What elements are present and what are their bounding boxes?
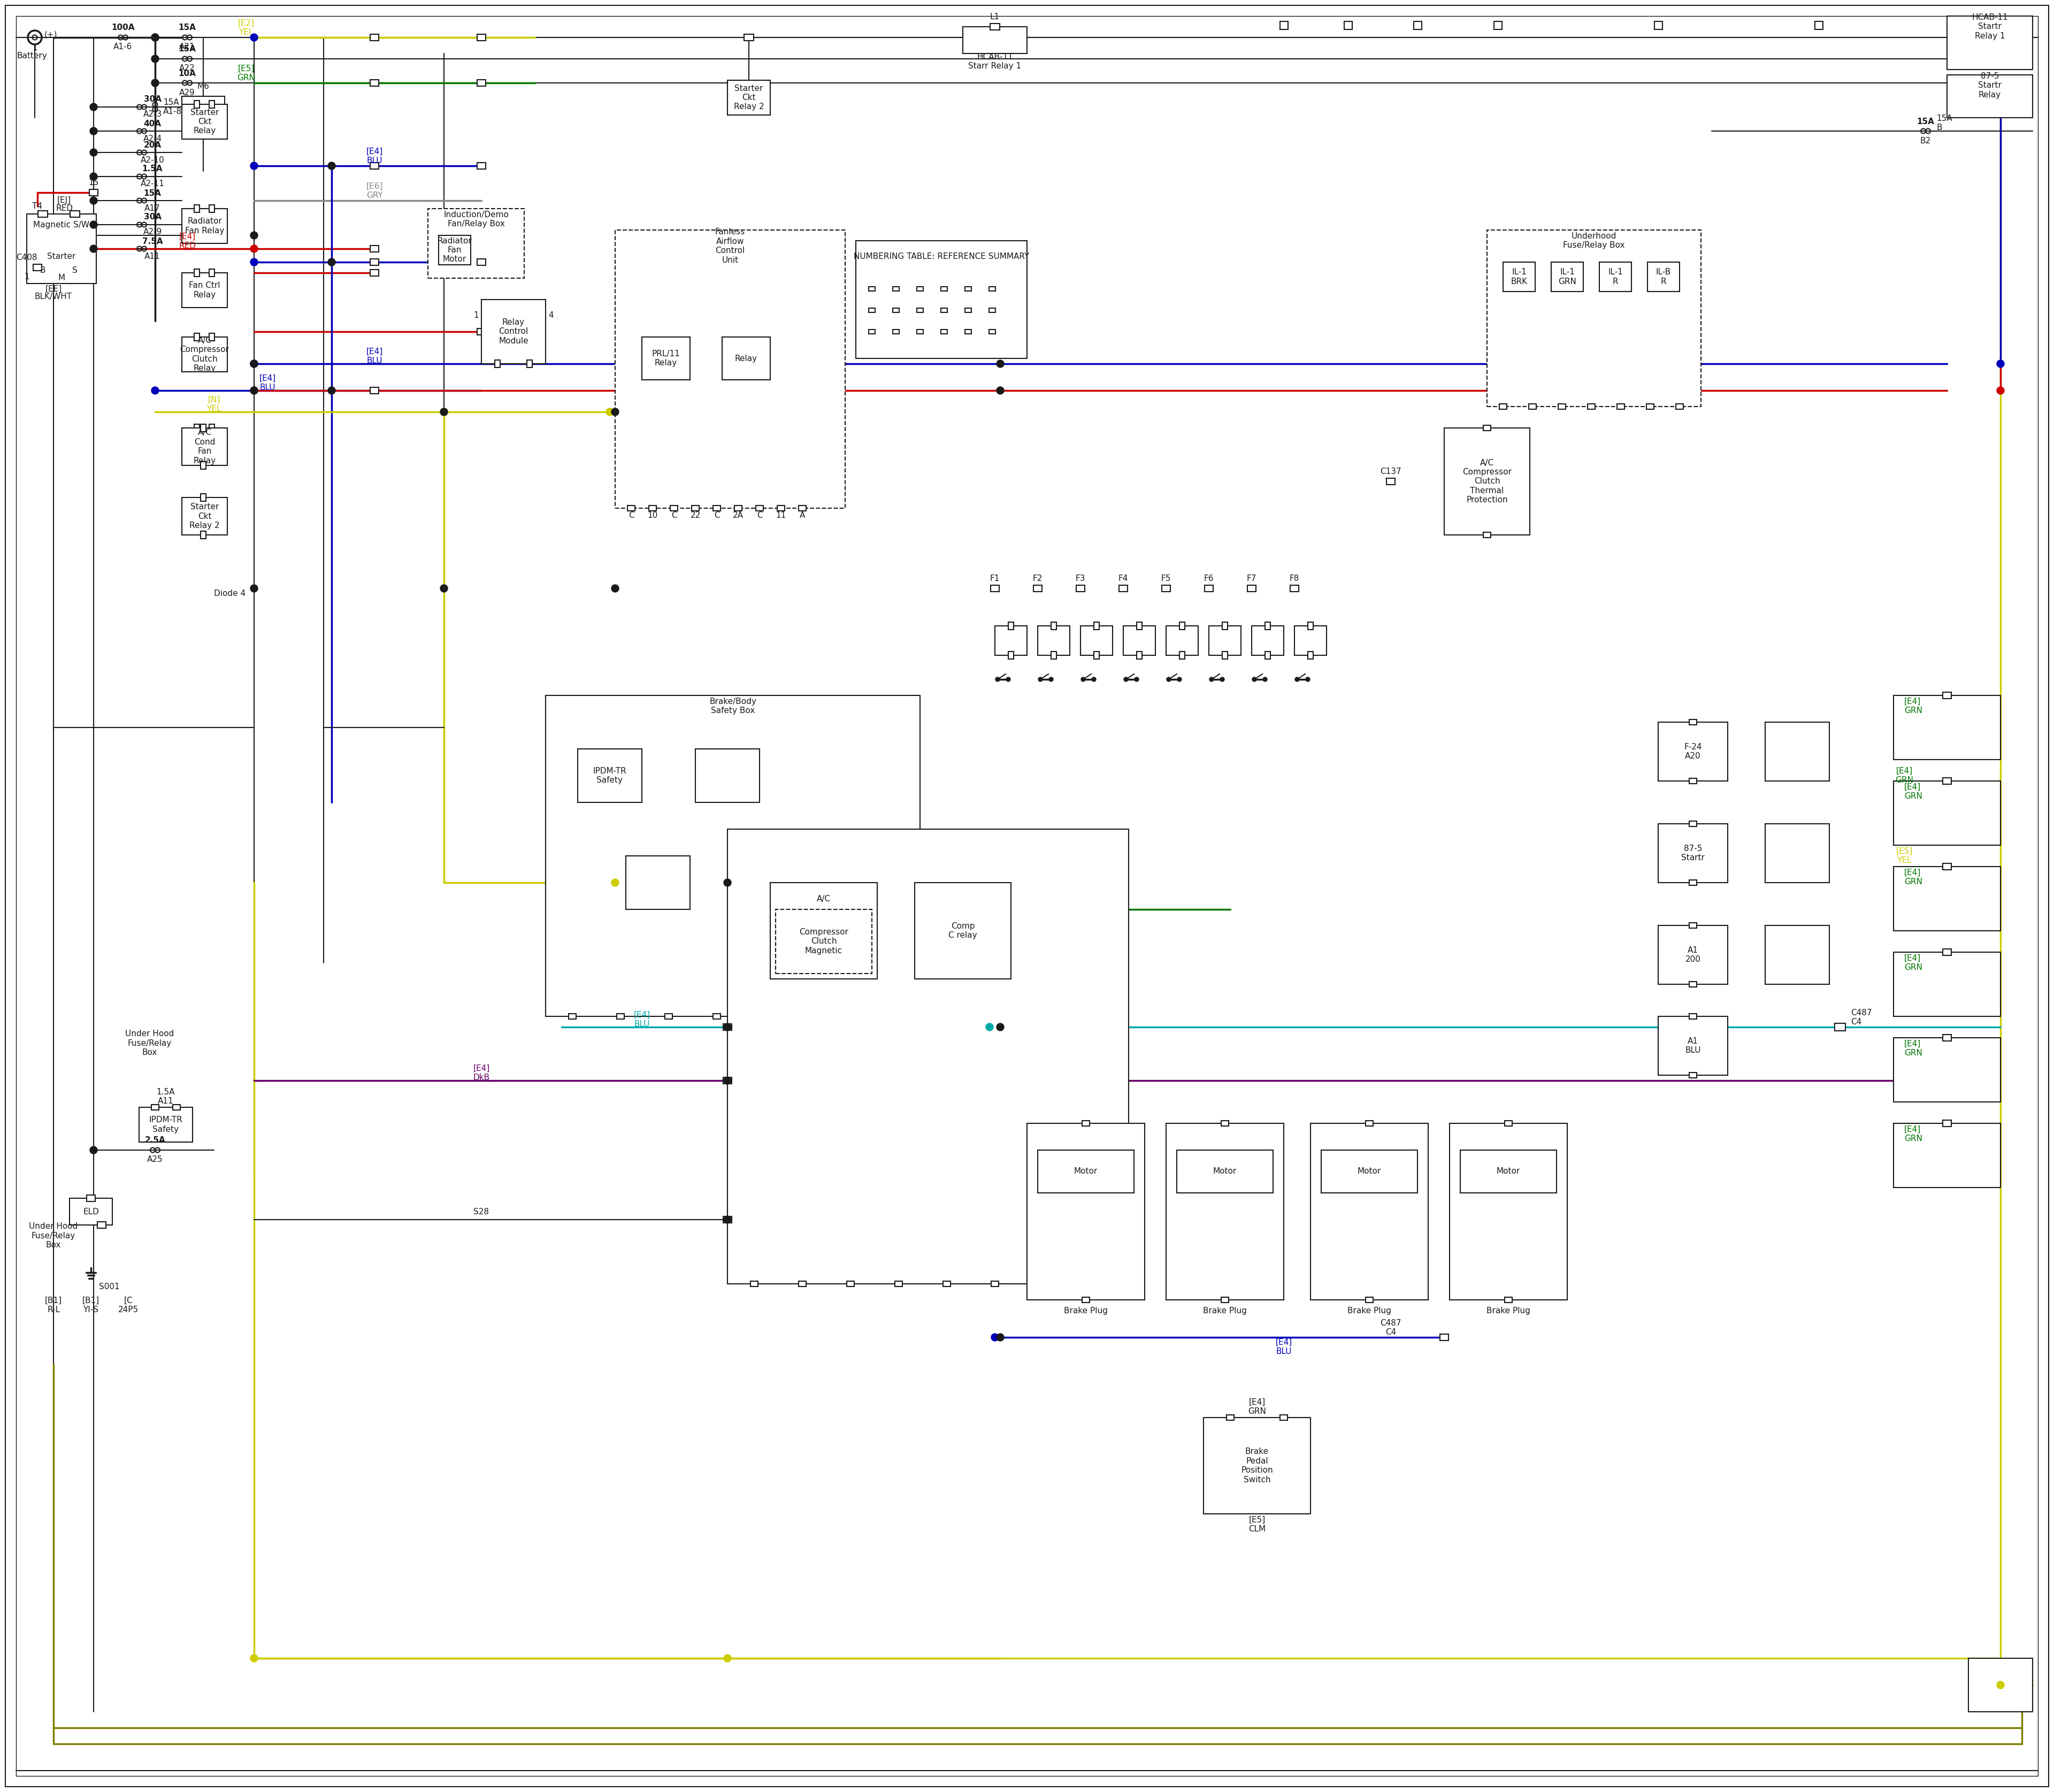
Bar [1009,652,1013,659]
Bar [990,308,996,312]
Bar [1413,22,1421,29]
Circle shape [1996,360,2005,367]
Bar [735,505,741,511]
Circle shape [723,1217,731,1224]
Bar [713,505,721,511]
Bar [799,505,805,511]
Bar [723,1077,731,1084]
Circle shape [1220,677,1224,681]
Text: A2-10: A2-10 [140,156,164,163]
Circle shape [996,1333,1004,1340]
Text: [EE]: [EE] [45,285,62,292]
Bar [195,204,199,213]
Bar [183,97,224,131]
Text: Brake Plug: Brake Plug [1064,1306,1107,1315]
Bar [477,258,485,265]
Bar [846,1281,854,1287]
Bar [943,1281,951,1287]
Bar [195,425,199,432]
Bar [195,100,199,108]
Bar [1588,403,1596,409]
Bar [477,79,485,86]
Text: A2-4: A2-4 [144,134,162,143]
Bar [776,909,871,973]
Bar [1343,22,1352,29]
Bar [963,27,1027,54]
Circle shape [1306,677,1310,681]
Bar [183,337,228,371]
Text: 15A
B: 15A B [1937,115,1951,131]
Text: 15A: 15A [144,190,160,197]
Text: 1: 1 [25,272,29,281]
Bar [1095,622,1099,629]
Bar [1551,262,1584,292]
Bar [965,308,972,312]
Text: HCAB-11
Startr
Relay 1: HCAB-11 Startr Relay 1 [1972,13,2009,39]
Bar [1658,925,1727,984]
Bar [1688,719,1697,724]
Circle shape [612,584,618,591]
Circle shape [152,79,158,86]
Circle shape [152,56,158,63]
Text: Fanless
Airflow
Control
Unit: Fanless Airflow Control Unit [715,228,746,263]
Text: Fan Ctrl
Relay: Fan Ctrl Relay [189,281,220,299]
Text: Brake/Body
Safety Box: Brake/Body Safety Box [709,697,756,715]
Text: Battery: Battery [16,52,47,61]
Text: 4: 4 [548,312,553,319]
Circle shape [90,104,97,111]
Bar [1366,1297,1372,1303]
Text: 22: 22 [690,513,700,520]
Bar [916,287,922,290]
Bar [1894,1038,2001,1102]
Text: C: C [756,513,762,520]
Bar [70,1199,113,1226]
Bar [195,269,199,276]
Circle shape [90,220,97,228]
Text: Motor: Motor [1074,1167,1097,1176]
Bar [992,1281,998,1287]
Text: F7: F7 [1247,575,1257,582]
Bar [1676,403,1684,409]
Bar [210,269,214,276]
Bar [1834,1023,1844,1030]
Bar [1033,586,1041,591]
Bar [1483,532,1491,538]
Bar [1658,824,1727,883]
Text: 15A
A1-8: 15A A1-8 [162,99,183,116]
Text: [E4]
BLU: [E4] BLU [633,1011,651,1029]
Text: Under Hood
Fuse/Relay
Box: Under Hood Fuse/Relay Box [29,1222,78,1249]
Bar [649,505,657,511]
Text: [E4]
GRN: [E4] GRN [1904,1039,1923,1057]
Bar [723,1023,731,1030]
Text: Relay
Control
Module: Relay Control Module [499,319,528,346]
Circle shape [996,1023,1004,1030]
Text: [E4]
BLU: [E4] BLU [366,348,382,366]
Bar [481,299,546,364]
Bar [614,229,844,509]
Text: 15A: 15A [179,45,195,54]
Text: [E4]
BLU: [E4] BLU [259,375,275,392]
Text: F6: F6 [1204,575,1214,582]
Bar [152,1104,158,1109]
Text: A17: A17 [144,204,160,211]
Text: [EJ]: [EJ] [58,197,72,204]
Bar [1280,1416,1288,1421]
Circle shape [1253,677,1257,681]
Bar [1027,1124,1144,1299]
Circle shape [329,258,335,265]
Bar [1082,1120,1089,1125]
Bar [1222,622,1228,629]
Bar [1136,622,1142,629]
Circle shape [1124,677,1128,681]
Bar [1167,625,1197,656]
Text: A/C
Condenser
Fan
Relay: A/C Condenser Fan Relay [183,426,226,464]
Text: A/C
Compressor
Clutch
Relay: A/C Compressor Clutch Relay [181,337,230,373]
Bar [941,287,947,290]
Circle shape [152,34,158,41]
Text: Starter
Ckt
Relay 2: Starter Ckt Relay 2 [189,504,220,529]
Bar [762,1014,768,1020]
Bar [1688,1073,1697,1077]
Bar [723,1217,731,1222]
Text: Comp
C relay: Comp C relay [949,923,978,939]
Bar [857,240,1027,358]
